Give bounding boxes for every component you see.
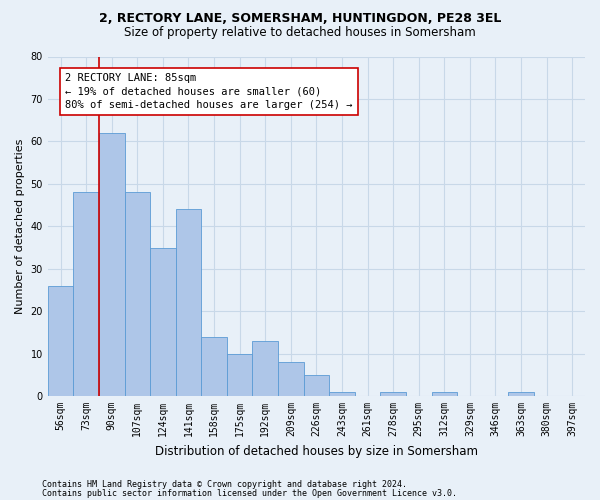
Bar <box>329 392 355 396</box>
Bar <box>508 392 534 396</box>
Bar <box>227 354 253 396</box>
Bar <box>201 336 227 396</box>
Bar <box>73 192 99 396</box>
Bar <box>304 375 329 396</box>
Bar <box>176 210 201 396</box>
Bar <box>278 362 304 396</box>
Bar <box>125 192 150 396</box>
Bar <box>99 133 125 396</box>
Bar <box>431 392 457 396</box>
Text: Size of property relative to detached houses in Somersham: Size of property relative to detached ho… <box>124 26 476 39</box>
X-axis label: Distribution of detached houses by size in Somersham: Distribution of detached houses by size … <box>155 444 478 458</box>
Text: 2 RECTORY LANE: 85sqm
← 19% of detached houses are smaller (60)
80% of semi-deta: 2 RECTORY LANE: 85sqm ← 19% of detached … <box>65 74 353 110</box>
Text: Contains public sector information licensed under the Open Government Licence v3: Contains public sector information licen… <box>42 488 457 498</box>
Bar <box>380 392 406 396</box>
Text: 2, RECTORY LANE, SOMERSHAM, HUNTINGDON, PE28 3EL: 2, RECTORY LANE, SOMERSHAM, HUNTINGDON, … <box>99 12 501 26</box>
Bar <box>253 341 278 396</box>
Bar <box>150 248 176 396</box>
Bar <box>48 286 73 396</box>
Text: Contains HM Land Registry data © Crown copyright and database right 2024.: Contains HM Land Registry data © Crown c… <box>42 480 407 489</box>
Y-axis label: Number of detached properties: Number of detached properties <box>15 138 25 314</box>
